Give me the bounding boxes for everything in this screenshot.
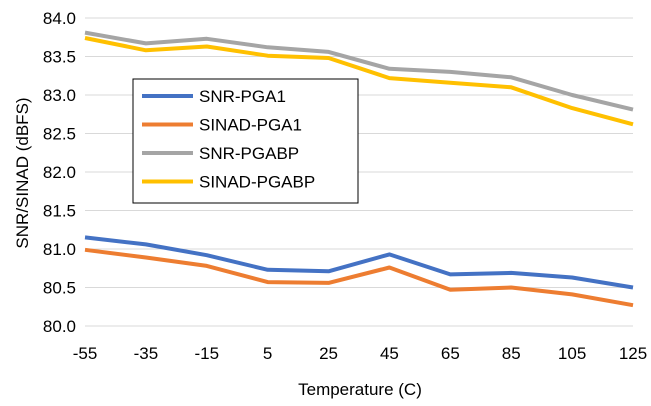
y-tick-label: 82.0 <box>43 163 76 182</box>
y-tick-label: 81.5 <box>43 202 76 221</box>
y-tick-label: 83.0 <box>43 86 76 105</box>
y-axis-tick-labels: 80.0 80.5 81.0 81.5 82.0 82.5 83.0 83.5 84.0 <box>43 9 76 336</box>
series-line-sinad-pgabp <box>84 36 634 127</box>
y-tick-label: 84.0 <box>43 9 76 28</box>
legend-label: SINAD-PGA1 <box>199 116 302 135</box>
series-lines <box>84 30 634 308</box>
y-axis-title: SNR/SINAD (dBFS) <box>13 97 32 248</box>
y-tick-label: 80.0 <box>43 317 76 336</box>
series-line-snr-pgabp <box>84 30 634 112</box>
x-tick-label: 125 <box>619 344 647 363</box>
y-tick-label: 81.0 <box>43 240 76 259</box>
x-tick-label: -15 <box>194 344 219 363</box>
legend-label: SINAD-PGABP <box>199 173 315 192</box>
legend: SNR-PGA1 SINAD-PGA1 SNR-PGABP SINAD-PGABP <box>132 78 359 204</box>
x-tick-label: 65 <box>441 344 460 363</box>
y-tick-label: 83.5 <box>43 48 76 67</box>
x-tick-label: 105 <box>558 344 586 363</box>
series-line-snr-pga1 <box>84 235 634 290</box>
x-tick-label: -35 <box>134 344 159 363</box>
x-tick-label: 85 <box>502 344 521 363</box>
y-tick-label: 80.5 <box>43 279 76 298</box>
x-axis-tick-labels: -55 -35 -15 5 25 45 65 85 105 125 <box>73 344 647 363</box>
y-tick-label: 82.5 <box>43 125 76 144</box>
series-line-sinad-pga1 <box>84 247 634 308</box>
legend-label: SNR-PGA1 <box>199 87 286 106</box>
x-tick-label: -55 <box>73 344 98 363</box>
x-tick-label: 45 <box>380 344 399 363</box>
x-tick-label: 5 <box>263 344 272 363</box>
x-tick-label: 25 <box>319 344 338 363</box>
x-axis-title: Temperature (C) <box>298 380 422 399</box>
legend-label: SNR-PGABP <box>199 144 299 163</box>
